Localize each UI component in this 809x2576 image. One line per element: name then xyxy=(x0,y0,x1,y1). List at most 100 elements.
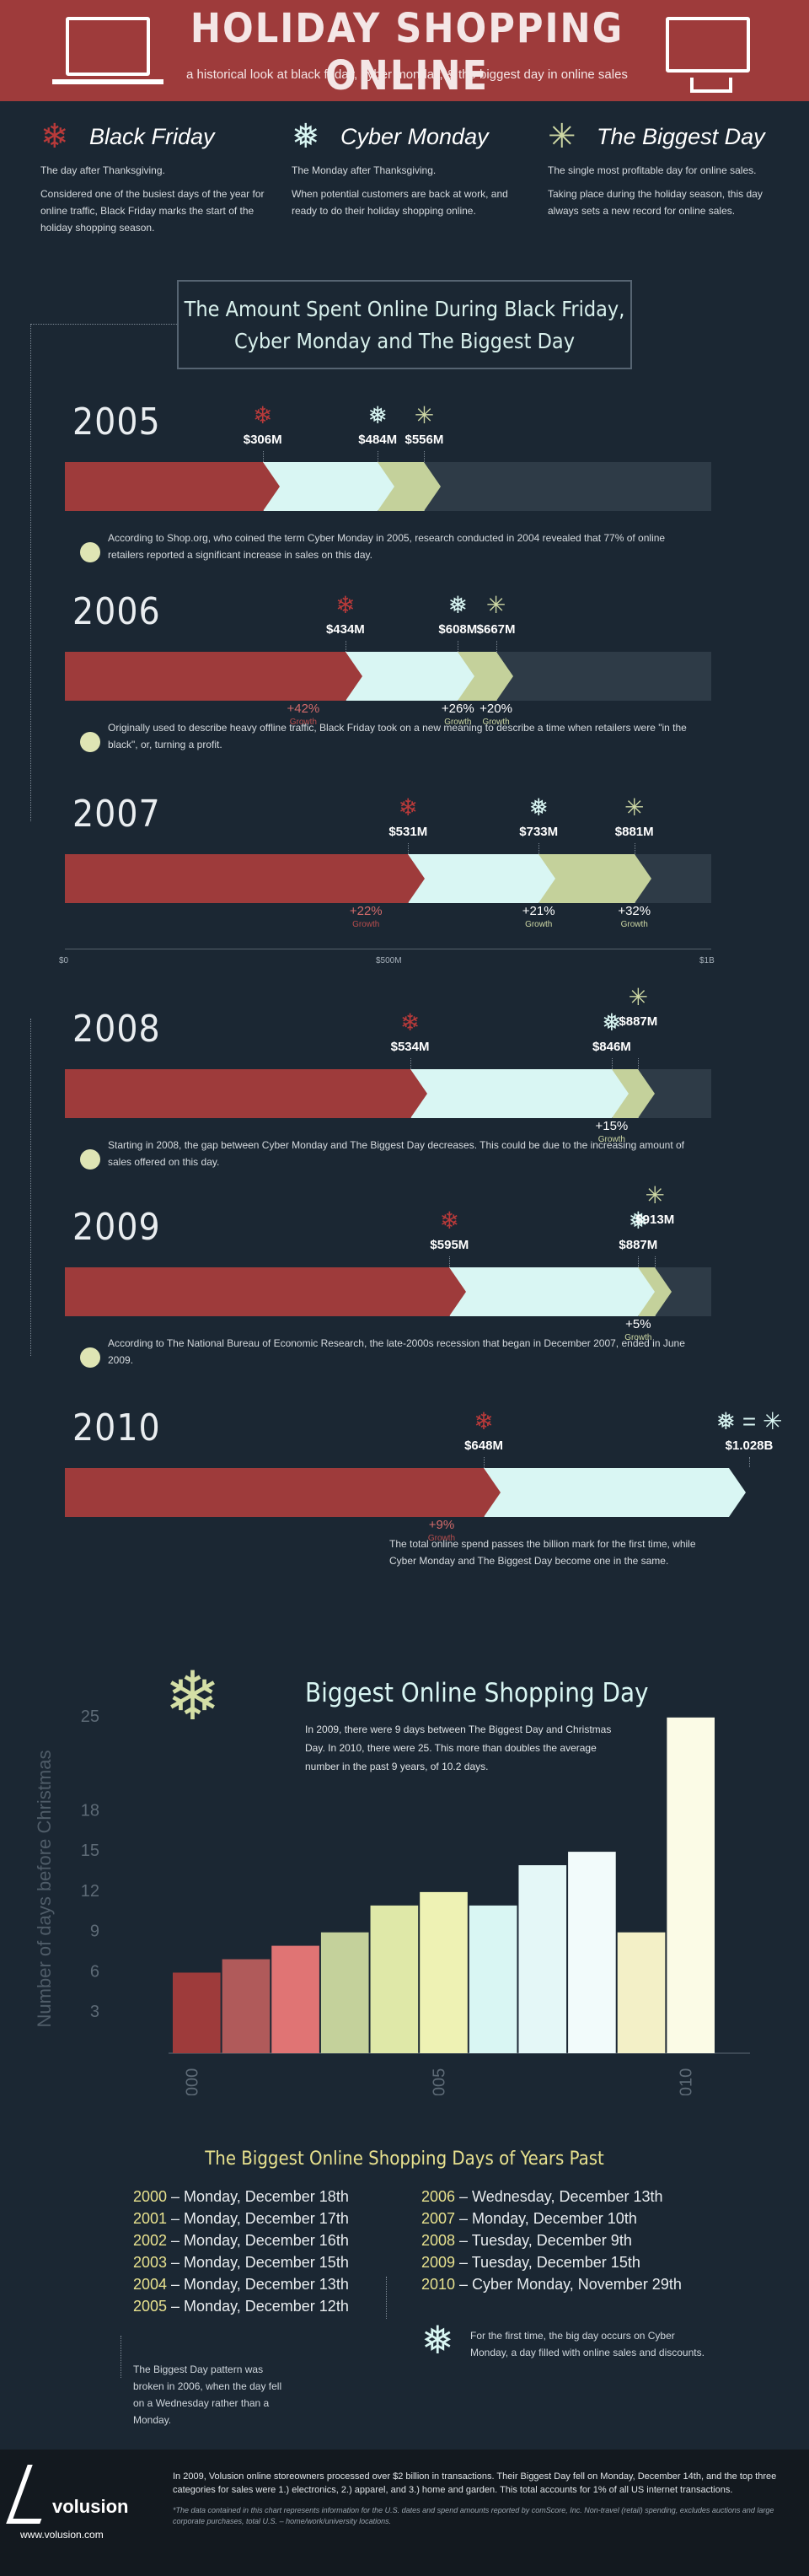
past-year-item: 2005 – Monday, December 12th xyxy=(133,2295,349,2317)
section-title-line: The Amount Spent Online During Black Fri… xyxy=(184,297,625,321)
year-label: 2007 xyxy=(72,793,161,836)
snowflake-red-icon: ❄ xyxy=(40,118,69,155)
growth-value: +20% xyxy=(480,702,512,716)
past-year: 2008 xyxy=(421,2232,456,2249)
bar-segment-bf xyxy=(65,462,263,511)
bar-segment-cm xyxy=(345,652,458,701)
marker-bf: ❄ $434M xyxy=(312,592,379,637)
past-year: 2002 xyxy=(133,2232,168,2249)
marker-value: $595M xyxy=(430,1238,469,1252)
past-day: – Tuesday, December 9th xyxy=(455,2232,632,2249)
bf-icon: ❄ xyxy=(252,402,273,428)
intro-title: The Biggest Day xyxy=(597,124,765,149)
y-tick-label: 25 xyxy=(81,1707,99,1726)
past-year: 2010 xyxy=(421,2276,456,2293)
marker-bd: ✳ $881M xyxy=(601,794,668,839)
marker-value: $881M xyxy=(614,825,654,839)
intro-biggest-day: ✳ The Biggest Day The single most profit… xyxy=(548,118,784,219)
growth-value: +32% xyxy=(618,904,651,918)
growth-word: Growth xyxy=(620,920,648,929)
biggest-day-text: In 2009, there were 9 days between The B… xyxy=(305,1724,612,1772)
bar-2001 xyxy=(222,1959,271,2053)
marker-bf: ❄ $534M xyxy=(377,1009,444,1054)
marker-value: $608M xyxy=(438,622,478,637)
bar-segment-cm xyxy=(484,1468,730,1517)
bar-segment-bf xyxy=(65,854,409,903)
bar-2005 xyxy=(420,1891,468,2053)
marker-bd: ✳ $913M xyxy=(621,1182,688,1227)
past-year-item: 2001 – Monday, December 17th xyxy=(133,2208,349,2229)
bar-arrow-bd xyxy=(634,854,651,903)
past-day: – Monday, December 15th xyxy=(167,2254,349,2271)
marker-value: $913M xyxy=(635,1213,675,1227)
intro-text: The single most profitable day for onlin… xyxy=(548,164,757,176)
marker-value: $887M xyxy=(619,1238,658,1252)
y-tick-label: 6 xyxy=(90,1962,99,1981)
growth-cm: +26% Growth xyxy=(424,702,491,729)
past-day: – Cyber Monday, November 29th xyxy=(455,2276,682,2293)
year-note: According to The National Bureau of Econ… xyxy=(108,1337,685,1366)
past-year: 2005 xyxy=(133,2298,168,2315)
growth-cm: +15% Growth xyxy=(578,1120,646,1147)
past-note-left: The Biggest Day pattern was broken in 20… xyxy=(133,2364,282,2426)
marker-cm: ❅ $733M xyxy=(505,794,572,839)
intro-cyber-monday: ❅ Cyber Monday The Monday after Thanksgi… xyxy=(292,118,528,219)
past-day: – Tuesday, December 15th xyxy=(455,2254,640,2271)
axis-label-mid: $500M xyxy=(376,956,402,965)
bar-arrow-cm xyxy=(538,854,556,903)
past-year-item: 2007 – Monday, December 10th xyxy=(421,2208,682,2229)
bar-2007 xyxy=(518,1865,567,2053)
cm-icon: ❅ xyxy=(602,1009,622,1035)
bar-arrow-bf xyxy=(345,652,362,701)
marker-value: $534M xyxy=(390,1040,430,1054)
year-note: The total online spend passes the billio… xyxy=(389,1538,696,1567)
header-banner: HOLIDAY SHOPPING ONLINE a historical loo… xyxy=(0,0,809,101)
bd-icon: ✳ xyxy=(624,794,645,820)
past-year-item: 2010 – Cyber Monday, November 29th xyxy=(421,2273,682,2295)
growth-bf: +22% Growth xyxy=(332,905,399,932)
x-tick-label: 2010 xyxy=(678,2068,696,2095)
bar-2000 xyxy=(173,1972,221,2053)
bar-arrow-bf xyxy=(262,462,280,511)
bar-track xyxy=(65,462,711,511)
page-subtitle: a historical look at black friday, cyber… xyxy=(186,67,628,82)
year-label: 2005 xyxy=(72,401,161,444)
past-list-left: 2000 – Monday, December 18th 2001 – Monda… xyxy=(133,2186,349,2317)
connector-line xyxy=(30,324,177,325)
growth-bf: +42% Growth xyxy=(270,702,337,729)
past-year: 2006 xyxy=(421,2188,456,2205)
axis-label-min: $0 xyxy=(59,956,69,965)
days-before-christmas-chart: 3 6 9 12 15 18 25 Number of days before Christm… xyxy=(34,1707,750,2095)
bar-2003 xyxy=(320,1932,369,2053)
year-note: Originally used to describe heavy offlin… xyxy=(108,722,687,750)
bd-icon: ✳ xyxy=(414,402,435,428)
bar-segment-bf xyxy=(65,1267,450,1316)
ornament-icon xyxy=(80,1347,100,1368)
marker-cm: ❅ = ✳ $1.028B xyxy=(715,1408,783,1453)
intro-title: Cyber Monday xyxy=(340,124,489,149)
growth-value: +21% xyxy=(522,904,555,918)
y-tick-label: 15 xyxy=(81,1842,99,1860)
bar-segment-cm xyxy=(449,1267,639,1316)
intro-text: When potential customers are back at wor… xyxy=(292,188,508,217)
footer: volusion www.volusion.com In 2009, Volus… xyxy=(0,2450,809,2576)
growth-word: Growth xyxy=(352,920,380,929)
large-snowflake-icon: ❄ xyxy=(164,1659,222,1734)
marker-value: $733M xyxy=(519,825,559,839)
marker-value: $667M xyxy=(476,622,516,637)
marker-value: $484M xyxy=(358,433,398,447)
growth-bd: +20% Growth xyxy=(463,702,530,729)
connector-line xyxy=(30,1019,31,1356)
marker-cm: ❅ $887M xyxy=(604,1207,672,1252)
marker-value: $1.028B xyxy=(725,1439,774,1453)
bar-track xyxy=(65,1468,747,1517)
year-label: 2008 xyxy=(72,1008,161,1051)
bar-arrow-bf xyxy=(449,1267,467,1316)
growth-word: Growth xyxy=(482,718,510,727)
axis-label-max: $1B xyxy=(699,956,715,965)
marker-bf: ❄ $648M xyxy=(450,1408,517,1453)
brand-url[interactable]: www.volusion.com xyxy=(20,2529,104,2541)
intro-title: Black Friday xyxy=(89,124,215,149)
snowflake-cyan-icon: ❅ xyxy=(421,2318,454,2362)
marker-value: $846M xyxy=(592,1040,631,1054)
